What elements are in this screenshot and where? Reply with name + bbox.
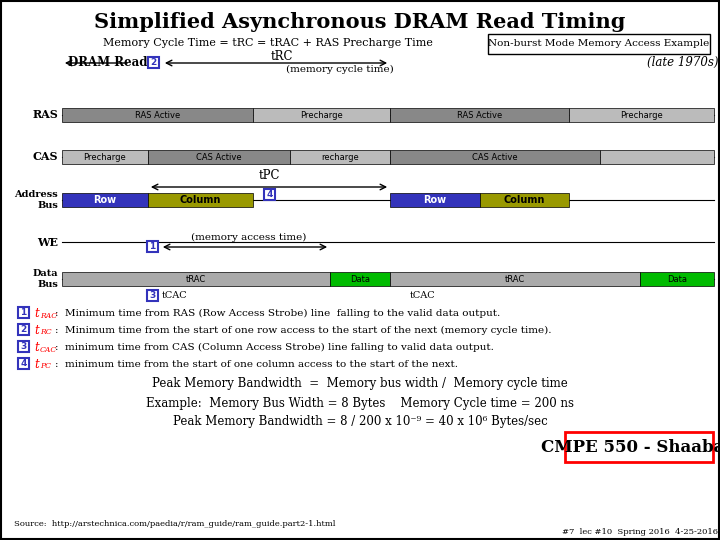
Text: 3: 3 <box>149 291 156 300</box>
Text: CAS Active: CAS Active <box>196 152 242 161</box>
Bar <box>18 341 29 352</box>
Text: tCAC: tCAC <box>410 291 436 300</box>
Text: 4: 4 <box>20 359 27 368</box>
Text: :  minimum time from CAS (Column Access Strobe) line falling to valid data outpu: : minimum time from CAS (Column Access S… <box>55 343 494 352</box>
Text: 4: 4 <box>266 190 273 199</box>
Text: RAS Active: RAS Active <box>457 111 502 119</box>
Text: Address
Bus: Address Bus <box>14 190 58 210</box>
Bar <box>290 150 390 164</box>
Bar <box>330 272 390 286</box>
Bar <box>62 193 148 207</box>
Text: tCAC: tCAC <box>162 291 188 300</box>
Text: CAC: CAC <box>40 346 58 354</box>
Text: tRAC: tRAC <box>505 274 525 284</box>
Text: tRAC: tRAC <box>186 274 206 284</box>
Bar <box>148 57 159 68</box>
Text: Row: Row <box>94 195 117 205</box>
Bar <box>18 358 29 369</box>
Text: 3: 3 <box>20 342 27 351</box>
Text: RAS Active: RAS Active <box>135 111 180 119</box>
Text: Column: Column <box>504 195 545 205</box>
Text: Non-burst Mode Memory Access Example: Non-burst Mode Memory Access Example <box>488 39 710 49</box>
Bar <box>640 272 714 286</box>
Text: CAS: CAS <box>32 152 58 163</box>
Bar <box>147 241 158 252</box>
Bar <box>18 324 29 335</box>
Text: :  Minimum time from the start of one row access to the start of the next (memor: : Minimum time from the start of one row… <box>55 326 552 335</box>
Text: Source:  http://arstechnica.com/paedia/r/ram_guide/ram_guide.part2-1.html: Source: http://arstechnica.com/paedia/r/… <box>14 520 336 528</box>
Bar <box>390 272 640 286</box>
Text: RAS: RAS <box>32 110 58 120</box>
Text: Data
Bus: Data Bus <box>32 269 58 289</box>
Text: RAC: RAC <box>40 312 57 320</box>
Bar <box>18 307 29 318</box>
Text: WE: WE <box>37 237 58 247</box>
Text: Memory Cycle Time = tRC = tRAC + RAS Precharge Time: Memory Cycle Time = tRC = tRAC + RAS Pre… <box>103 38 433 48</box>
Text: 1: 1 <box>149 242 156 251</box>
Bar <box>390 193 480 207</box>
Text: 1: 1 <box>20 308 27 317</box>
Text: 2: 2 <box>150 58 157 67</box>
Text: CMPE 550 - Shaaban: CMPE 550 - Shaaban <box>541 438 720 456</box>
Bar <box>390 150 600 164</box>
Text: tPC: tPC <box>258 169 280 182</box>
Bar <box>600 150 714 164</box>
Text: PC: PC <box>40 362 51 370</box>
Text: tRC: tRC <box>271 51 293 64</box>
Bar <box>480 193 569 207</box>
Text: (late 1970s): (late 1970s) <box>647 56 719 69</box>
Text: Column: Column <box>180 195 221 205</box>
Text: :  Minimum time from RAS (Row Access Strobe) line  falling to the valid data out: : Minimum time from RAS (Row Access Stro… <box>55 309 500 318</box>
Text: CAS Active: CAS Active <box>472 152 518 161</box>
Bar <box>62 272 330 286</box>
Bar <box>264 189 275 200</box>
Bar <box>62 108 253 122</box>
Bar <box>147 290 158 301</box>
Text: t: t <box>34 324 39 337</box>
Text: RC: RC <box>40 328 52 336</box>
Text: :  minimum time from the start of one column access to the start of the next.: : minimum time from the start of one col… <box>55 360 458 369</box>
Bar <box>148 193 253 207</box>
Text: Precharge: Precharge <box>620 111 663 119</box>
Text: t: t <box>34 358 39 371</box>
Text: Row: Row <box>423 195 446 205</box>
Text: DRAM Read: DRAM Read <box>68 57 148 70</box>
Text: Peak Memory Bandwidth = 8 / 200 x 10⁻⁹ = 40 x 10⁶ Bytes/sec: Peak Memory Bandwidth = 8 / 200 x 10⁻⁹ =… <box>173 415 547 429</box>
Text: t: t <box>34 307 39 320</box>
Text: #7  lec #10  Spring 2016  4-25-2016: #7 lec #10 Spring 2016 4-25-2016 <box>562 528 718 536</box>
Text: 2: 2 <box>20 325 27 334</box>
Text: (memory cycle time): (memory cycle time) <box>286 64 394 73</box>
Bar <box>565 432 713 462</box>
Bar <box>488 34 710 54</box>
Bar <box>148 150 290 164</box>
Bar <box>253 108 390 122</box>
Text: Peak Memory Bandwidth  =  Memory bus width /  Memory cycle time: Peak Memory Bandwidth = Memory bus width… <box>152 377 568 390</box>
Text: Simplified Asynchronous DRAM Read Timing: Simplified Asynchronous DRAM Read Timing <box>94 12 626 32</box>
Text: (memory access time): (memory access time) <box>192 233 307 242</box>
Bar <box>569 108 714 122</box>
Bar <box>390 108 569 122</box>
Bar <box>62 150 148 164</box>
Text: recharge: recharge <box>321 152 359 161</box>
Text: t: t <box>34 341 39 354</box>
Text: Data: Data <box>667 274 687 284</box>
Text: Data: Data <box>350 274 370 284</box>
Text: Example:  Memory Bus Width = 8 Bytes    Memory Cycle time = 200 ns: Example: Memory Bus Width = 8 Bytes Memo… <box>146 397 574 410</box>
Text: Precharge: Precharge <box>84 152 127 161</box>
Text: Precharge: Precharge <box>300 111 343 119</box>
